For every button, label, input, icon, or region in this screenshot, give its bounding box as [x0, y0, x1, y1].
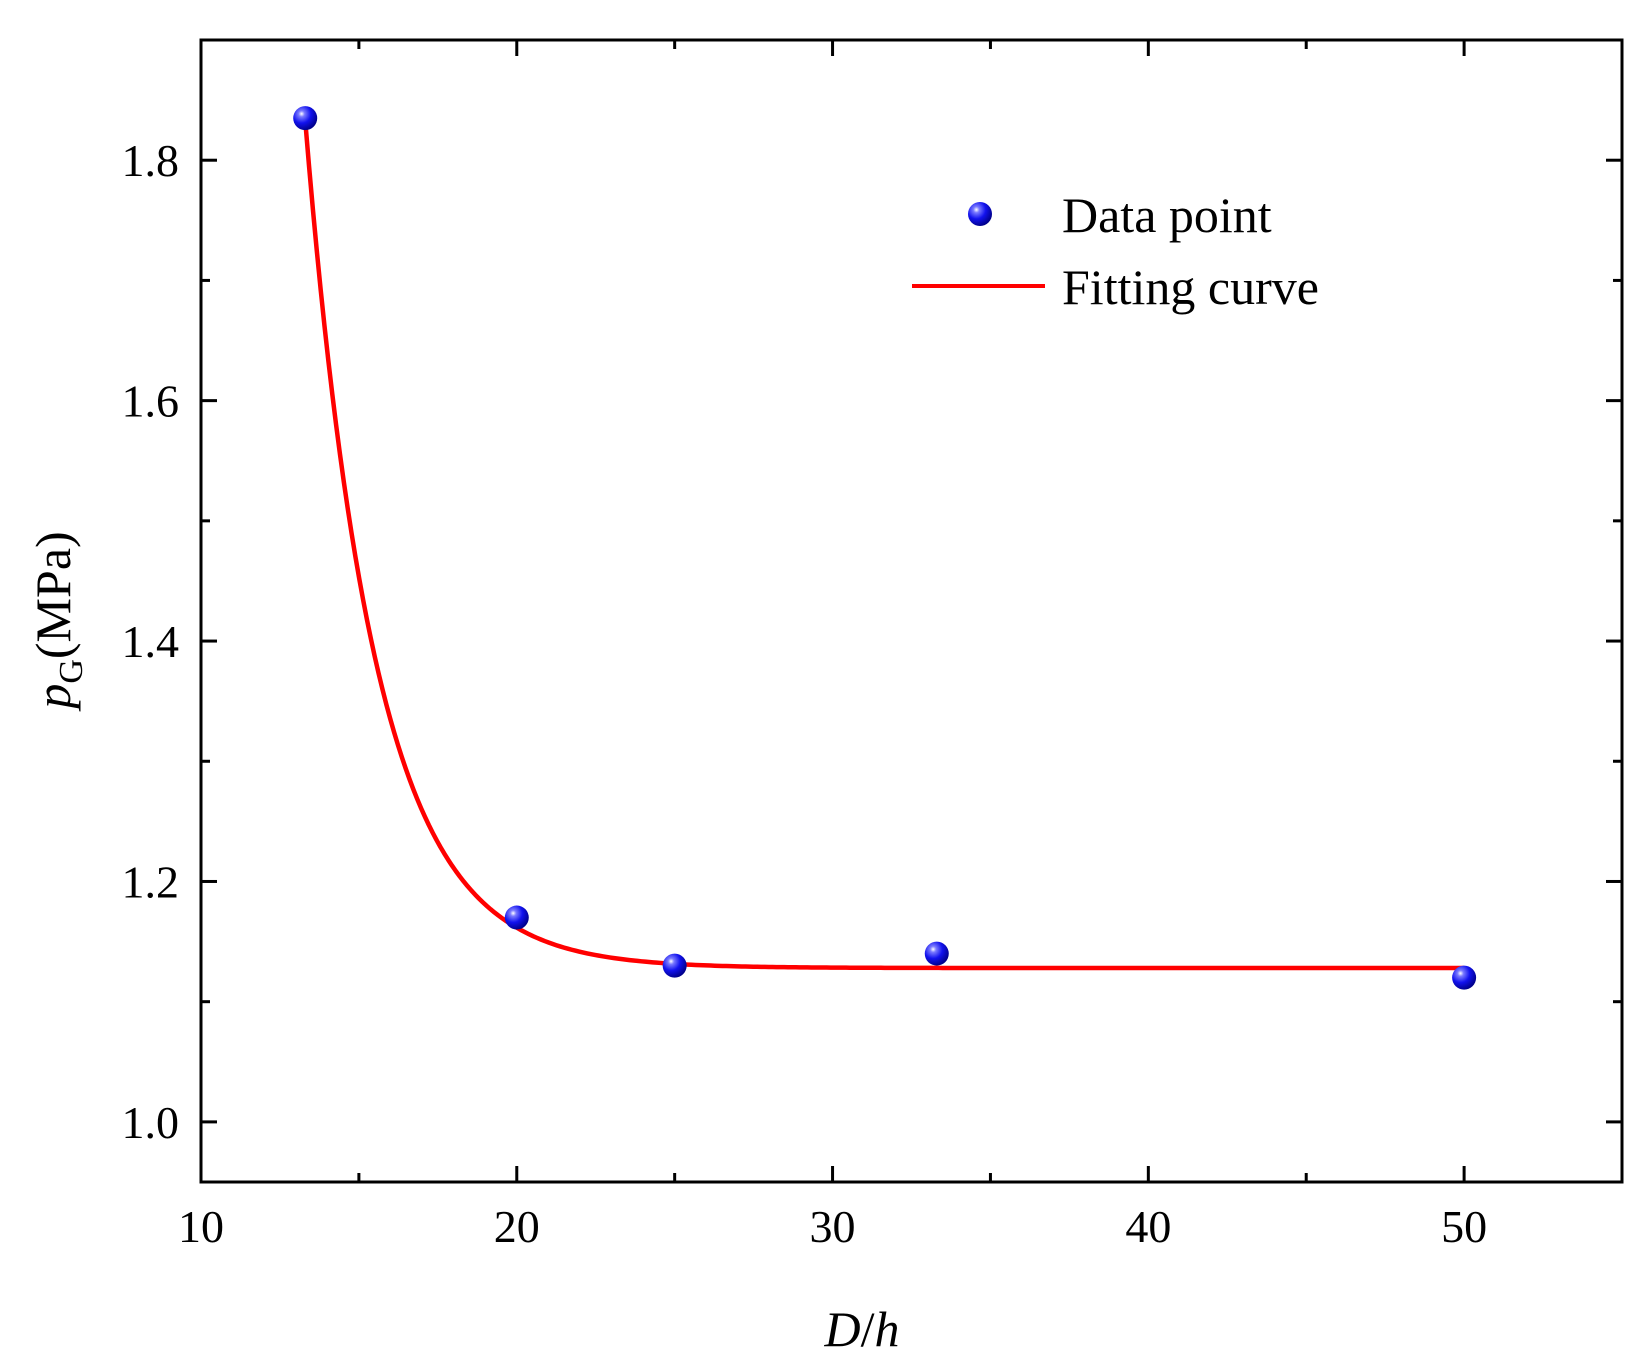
legend-marker-data-point: [968, 202, 992, 226]
legend-label-data-point: Data point: [1062, 187, 1272, 243]
x-tick-label: 40: [1125, 1201, 1171, 1252]
x-axis-slash: /: [861, 1301, 875, 1357]
x-tick-label: 20: [494, 1201, 540, 1252]
y-tick-label: 1.6: [122, 376, 180, 427]
legend: Data point Fitting curve: [912, 187, 1319, 315]
y-axis-unit: (MPa): [25, 531, 81, 659]
data-point: [924, 941, 949, 966]
y-tick-label: 1.2: [122, 856, 180, 907]
fitting-curve: [302, 120, 1465, 971]
axis-ticks: [199, 40, 1622, 1182]
legend-label-fitting-curve: Fitting curve: [1062, 259, 1319, 315]
x-axis-var-d: D: [823, 1301, 860, 1357]
fitting-curve-layer: [302, 120, 1465, 971]
x-axis-var-h: h: [875, 1301, 900, 1357]
data-points-layer: [293, 106, 1477, 990]
y-axis-title: pG(MPa): [25, 531, 90, 711]
x-tick-label: 50: [1441, 1201, 1487, 1252]
y-tick-label: 1.8: [122, 135, 180, 186]
y-axis-var: p: [25, 684, 81, 712]
data-point: [1452, 965, 1477, 990]
tick-labels: 10 20 30 40 50 1.0 1.2 1.4 1.6 1.8: [122, 135, 1488, 1252]
y-tick-label: 1.4: [122, 616, 180, 667]
y-tick-label: 1.0: [122, 1097, 180, 1148]
x-tick-label: 10: [178, 1201, 224, 1252]
y-axis-sub: G: [53, 659, 90, 684]
data-point: [293, 106, 318, 131]
x-axis-title: D/h: [823, 1301, 899, 1357]
x-tick-label: 30: [810, 1201, 856, 1252]
plot-frame: [199, 38, 1624, 1184]
data-point: [662, 953, 687, 978]
data-point: [504, 905, 529, 930]
